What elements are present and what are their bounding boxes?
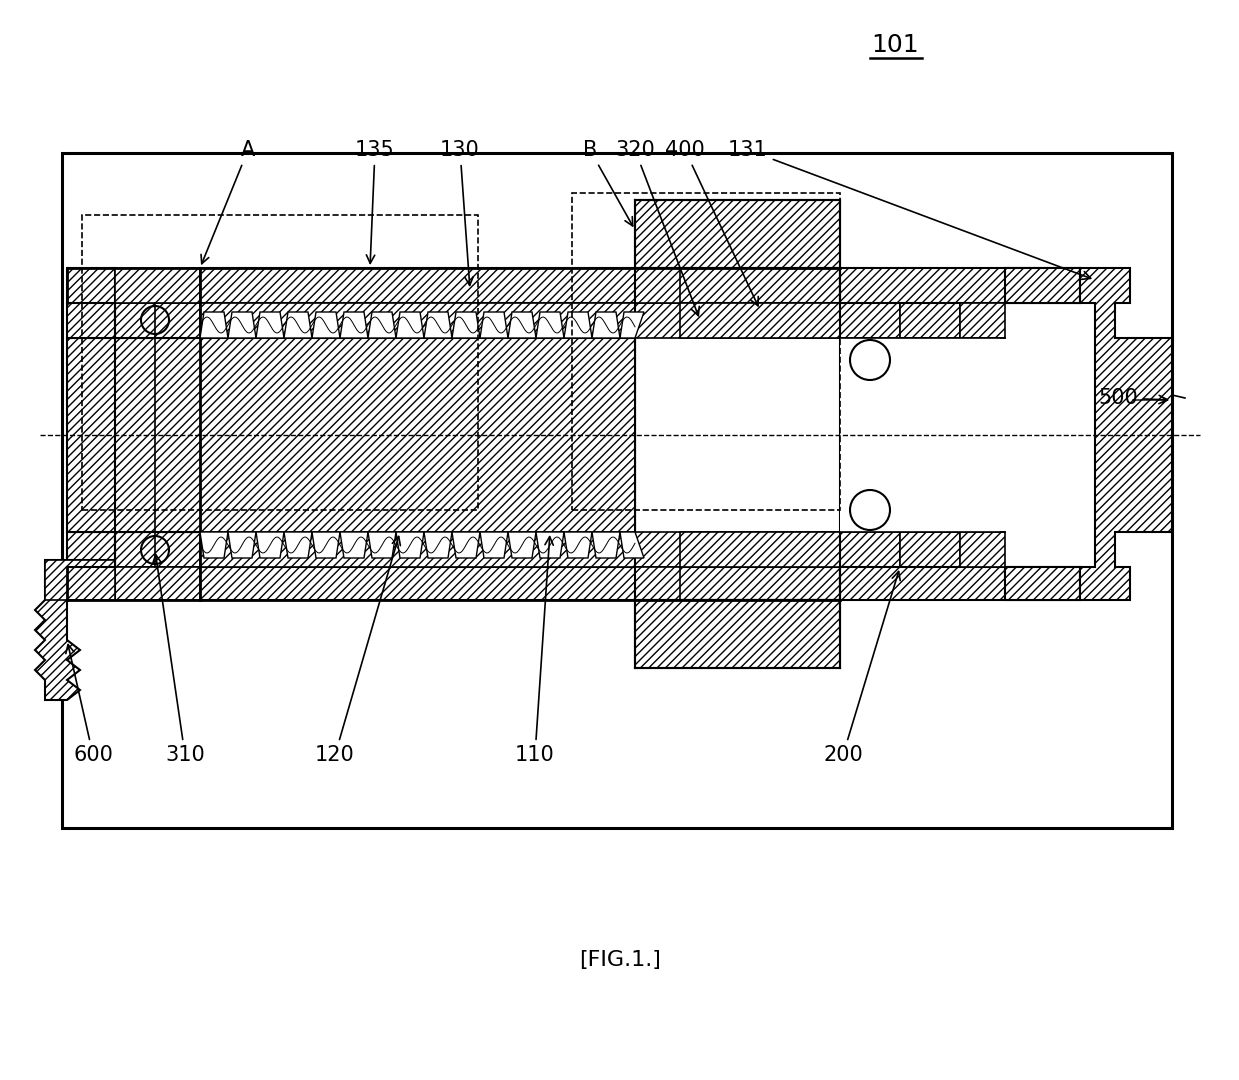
Polygon shape <box>67 268 115 600</box>
Polygon shape <box>680 303 840 338</box>
Polygon shape <box>115 567 199 600</box>
Text: 500: 500 <box>1098 388 1167 408</box>
Polygon shape <box>115 532 199 567</box>
Polygon shape <box>228 312 256 338</box>
Bar <box>62 153 1172 828</box>
Bar <box>840 338 1000 532</box>
Polygon shape <box>452 312 479 338</box>
Polygon shape <box>536 532 564 558</box>
Text: A: A <box>201 140 255 264</box>
Polygon shape <box>424 532 452 558</box>
Polygon shape <box>960 303 1005 338</box>
Polygon shape <box>396 532 424 558</box>
Polygon shape <box>199 567 840 600</box>
Polygon shape <box>1005 567 1080 600</box>
Polygon shape <box>840 268 900 338</box>
Polygon shape <box>284 312 312 338</box>
Text: 600: 600 <box>66 645 113 765</box>
Polygon shape <box>680 532 840 567</box>
Polygon shape <box>45 561 115 600</box>
Text: B: B <box>582 140 633 226</box>
Polygon shape <box>199 303 840 338</box>
Polygon shape <box>312 312 339 338</box>
Polygon shape <box>1005 268 1080 303</box>
Text: 120: 120 <box>315 537 400 765</box>
Bar <box>82 215 478 510</box>
Text: 110: 110 <box>515 537 555 765</box>
Polygon shape <box>35 561 115 700</box>
Polygon shape <box>424 312 452 338</box>
Text: 320: 320 <box>615 140 699 315</box>
Polygon shape <box>536 312 564 338</box>
Polygon shape <box>115 338 155 532</box>
Polygon shape <box>396 312 424 338</box>
Polygon shape <box>115 303 199 338</box>
Polygon shape <box>256 532 284 558</box>
Text: 310: 310 <box>152 555 204 765</box>
Polygon shape <box>900 338 960 532</box>
Text: 131: 131 <box>729 140 1090 280</box>
Polygon shape <box>339 532 368 558</box>
Polygon shape <box>199 532 840 567</box>
Polygon shape <box>256 312 284 338</box>
Polygon shape <box>115 268 199 303</box>
Polygon shape <box>840 567 1080 600</box>
Polygon shape <box>452 532 479 558</box>
Text: [FIG.1.]: [FIG.1.] <box>579 950 660 970</box>
Polygon shape <box>284 532 312 558</box>
Polygon shape <box>199 268 840 303</box>
Text: 135: 135 <box>356 140 395 264</box>
Polygon shape <box>228 532 256 558</box>
Polygon shape <box>339 312 368 338</box>
Text: 130: 130 <box>440 140 479 285</box>
Polygon shape <box>479 532 508 558</box>
Polygon shape <box>199 312 228 338</box>
Bar <box>572 193 840 510</box>
Polygon shape <box>900 303 960 338</box>
Polygon shape <box>620 312 644 338</box>
Polygon shape <box>592 532 620 558</box>
Polygon shape <box>564 312 592 338</box>
Polygon shape <box>900 532 960 567</box>
Polygon shape <box>508 312 536 338</box>
Polygon shape <box>564 532 592 558</box>
Text: 200: 200 <box>823 571 901 765</box>
Polygon shape <box>312 532 339 558</box>
Polygon shape <box>840 268 1080 303</box>
Polygon shape <box>636 567 680 600</box>
Polygon shape <box>636 268 680 303</box>
Text: 400: 400 <box>665 140 758 306</box>
Text: 101: 101 <box>871 33 919 57</box>
Polygon shape <box>840 532 900 600</box>
Polygon shape <box>368 532 396 558</box>
Polygon shape <box>1080 268 1172 600</box>
Polygon shape <box>368 312 396 338</box>
Polygon shape <box>620 532 644 558</box>
Polygon shape <box>508 532 536 558</box>
Polygon shape <box>67 338 636 532</box>
Polygon shape <box>592 312 620 338</box>
Polygon shape <box>636 200 840 268</box>
Polygon shape <box>479 312 508 338</box>
Polygon shape <box>199 532 228 558</box>
Polygon shape <box>636 600 840 669</box>
Polygon shape <box>960 532 1005 567</box>
